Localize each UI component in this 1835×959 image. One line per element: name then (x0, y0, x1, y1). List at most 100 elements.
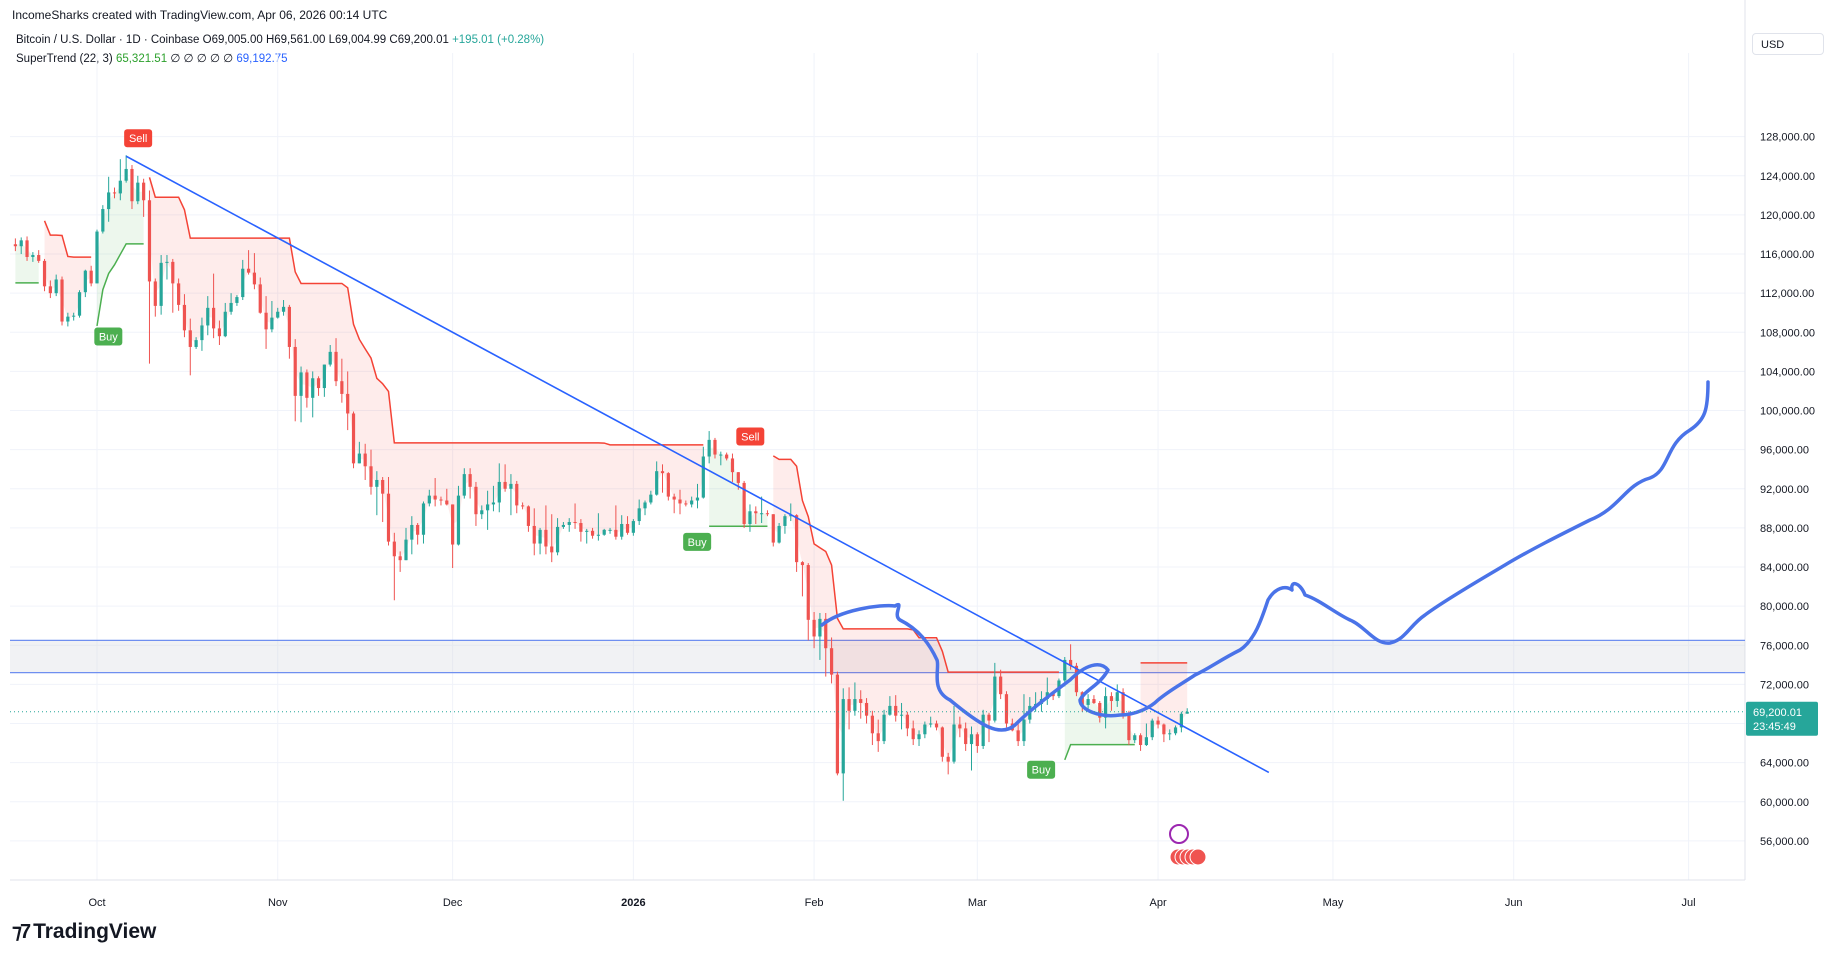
candle-body (544, 529, 548, 547)
candle-body (684, 503, 688, 505)
candle-body (246, 268, 251, 273)
candle-body (25, 240, 29, 257)
candle-body (812, 619, 816, 637)
candle-body (643, 502, 647, 509)
x-tick-label: Oct (88, 897, 105, 909)
candle-body (165, 261, 169, 263)
candle-body (451, 504, 455, 545)
signal-label: Buy (99, 331, 118, 343)
candle-body (754, 511, 758, 514)
signal-sell: Sell (736, 427, 765, 446)
x-tick-label: Jun (1505, 897, 1523, 909)
candle-body (987, 714, 991, 721)
candle-body (573, 522, 577, 524)
candle-body (433, 495, 437, 500)
candle-body (923, 724, 927, 735)
candle-body (585, 530, 589, 532)
candle-body (905, 714, 909, 729)
candle-body (1138, 735, 1143, 746)
y-tick-label: 104,000.00 (1760, 366, 1815, 378)
attribution-text: IncomeSharks created with TradingView.co… (12, 8, 388, 22)
candle-body (929, 723, 933, 725)
candle-body (194, 340, 198, 347)
signal-sell: Sell (124, 129, 153, 148)
candle-body (101, 209, 105, 232)
candle-body (305, 372, 309, 398)
indicator-legend[interactable]: SuperTrend (22, 3) 65,321.51 ∅ ∅ ∅ ∅ ∅ 6… (16, 51, 288, 65)
candle-body (532, 525, 536, 544)
candle-body (381, 479, 385, 494)
candle-body (707, 439, 711, 457)
candle-body (410, 524, 414, 540)
candle-body (526, 506, 531, 526)
candle-body (54, 279, 58, 294)
candle-body (631, 521, 635, 533)
candle-body (177, 283, 181, 305)
candle-body (899, 714, 904, 716)
candle-body (730, 458, 735, 473)
candle-body (748, 511, 752, 524)
candle-body (258, 284, 262, 313)
candle-body (281, 306, 286, 312)
candle-body (561, 524, 565, 527)
candle-body (672, 496, 676, 500)
candle-body (981, 714, 985, 747)
candle-body (340, 381, 344, 394)
y-tick-label: 72,000.00 (1760, 679, 1809, 691)
low-value: L69,004.99 (328, 34, 387, 46)
candle-body (538, 529, 542, 544)
downtrend-line (125, 155, 1270, 774)
candle-body (200, 325, 204, 341)
candle-body (1179, 713, 1183, 728)
candle-body (1168, 733, 1172, 735)
candle-body (742, 482, 746, 524)
candle-body (940, 727, 944, 757)
symbol-name: Bitcoin / U.S. Dollar · 1D · Coinbase (16, 34, 200, 46)
candle-body (212, 307, 216, 329)
candle-body (655, 471, 659, 495)
candle-body (48, 286, 52, 294)
signal-label: Sell (129, 133, 147, 145)
candle-body (678, 499, 682, 504)
candle-body (1162, 724, 1166, 735)
candle-body (147, 200, 152, 282)
candle-body (637, 508, 641, 522)
candle-body (264, 312, 268, 330)
candle-body (946, 756, 950, 762)
candle-body (311, 378, 315, 398)
y-tick-label: 76,000.00 (1760, 640, 1809, 652)
candle-body (404, 539, 408, 561)
candle-body (917, 734, 921, 740)
currency-button[interactable]: USD (1752, 33, 1824, 55)
candle-body (818, 618, 822, 637)
candle-body (952, 724, 956, 762)
y-tick-label: 80,000.00 (1760, 601, 1809, 613)
supertrend-line (772, 455, 1059, 673)
candle-body (398, 556, 402, 561)
indicator-name: SuperTrend (22, 3) (16, 53, 113, 65)
candle-body (322, 364, 326, 389)
candle-body (241, 268, 245, 298)
candle-body (614, 529, 618, 537)
candle-body (829, 648, 834, 675)
supertrend-line (148, 177, 704, 446)
candle-body (486, 504, 490, 511)
candle-body (1074, 665, 1079, 693)
candle-body (287, 306, 291, 347)
x-tick-label: May (1323, 897, 1344, 909)
candle-body (118, 180, 122, 194)
candle-body (806, 565, 810, 620)
x-tick-label: Apr (1149, 897, 1166, 909)
candle-body (1069, 659, 1073, 666)
tradingview-logo[interactable]: ⁊7 TradingView (12, 919, 156, 944)
candle-body (520, 505, 525, 507)
candle-body (964, 728, 968, 745)
candle-body (392, 541, 396, 557)
candle-body (608, 529, 612, 531)
y-tick-label: 128,000.00 (1760, 132, 1815, 144)
y-tick-label: 100,000.00 (1760, 406, 1815, 418)
last-price-label: 69,200.01 (1753, 707, 1802, 719)
candle-body (888, 705, 892, 715)
candle-body (60, 279, 64, 322)
